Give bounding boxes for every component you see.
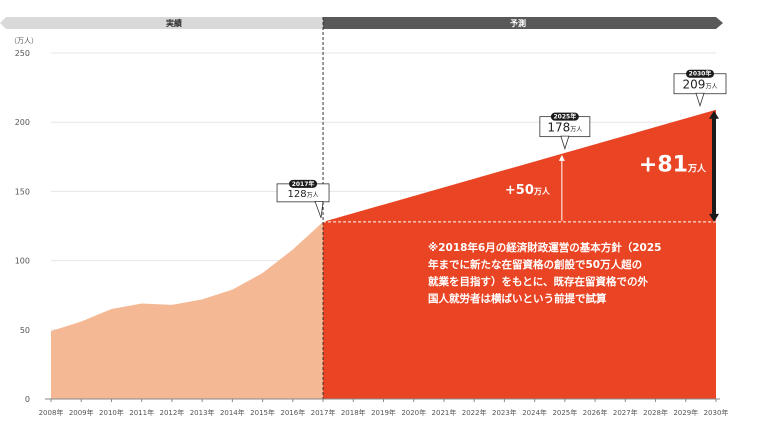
forecast-phase-label: 予測: [510, 18, 526, 28]
callout-2030: 2030年 209万人: [673, 69, 727, 108]
callout-2025-pointer: [560, 135, 570, 150]
callout-2017-value-text: 128万人: [287, 189, 318, 200]
x-tick-label: 2010年: [99, 408, 124, 417]
x-tick-label: 2008年: [39, 408, 64, 417]
callout-2017: 2017年 128万人: [276, 179, 330, 218]
x-tick-label: 2012年: [159, 408, 184, 417]
callout-2017-value: 128: [287, 189, 306, 200]
x-tick-label: 2016年: [280, 408, 305, 417]
x-tick-label: 2017年: [311, 408, 336, 417]
delta-2025-arrow: [558, 154, 565, 161]
actual-phase-label: 実績: [166, 18, 182, 28]
x-tick-label: 2024年: [522, 408, 547, 417]
y-tick-150: 150: [15, 187, 30, 196]
delta-2025-value: +50: [505, 183, 534, 198]
x-tick-label: 2022年: [462, 408, 487, 417]
callout-2025-badge: [550, 112, 579, 121]
delta-2025-label: +50万人: [505, 183, 551, 198]
delta-2030: +81万人: [639, 110, 719, 222]
x-tick-labels: 2008年 2009年 2010年 2011年 2012年 2013年 2014年 2015年…: [39, 399, 729, 417]
callout-2030-pointer: [695, 92, 705, 108]
delta-2030-arrow-top: [709, 110, 719, 119]
x-tick-label: 2018年: [341, 408, 366, 417]
actual-area: [51, 221, 324, 399]
callout-2025-year: 2025年: [554, 113, 577, 121]
y-unit-label: （万人）: [10, 37, 38, 45]
x-tick-label: 2011年: [129, 408, 154, 417]
y-tick-labels: 0 50 100 150 200 250: [15, 49, 30, 404]
delta-2030-unit: 万人: [687, 162, 707, 174]
callout-2017-badge: [289, 179, 318, 188]
callout-2025-value: 178: [547, 121, 570, 135]
y-tick-50: 50: [20, 326, 30, 335]
delta-2025-unit: 万人: [533, 186, 551, 196]
y-tick-250: 250: [15, 49, 30, 58]
x-tick-label: 2023年: [492, 408, 517, 417]
callout-2030-badge: [686, 69, 714, 78]
delta-2025: +50万人: [505, 154, 565, 221]
actual-phase-band: [0, 17, 323, 29]
x-tick-label: 2026年: [583, 408, 608, 417]
delta-2030-label: +81万人: [639, 152, 707, 177]
callout-2017-unit: 万人: [307, 192, 319, 199]
callout-2030-year: 2030年: [689, 70, 712, 78]
y-tick-0: 0: [25, 395, 30, 404]
x-tick-label: 2009年: [69, 408, 94, 417]
x-tick-label: 2027年: [613, 408, 638, 417]
y-tick-200: 200: [15, 118, 30, 127]
x-tick-label: 2025年: [552, 408, 577, 417]
x-tick-label: 2030年: [704, 408, 729, 417]
x-tick-label: 2028年: [643, 408, 668, 417]
x-tick-label: 2013年: [190, 408, 215, 417]
y-tick-100: 100: [15, 257, 30, 266]
x-tick-label: 2019年: [371, 408, 396, 417]
x-tick-label: 2020年: [401, 408, 426, 417]
callout-2017-pointer: [314, 200, 324, 218]
delta-2030-arrow-bottom: [709, 213, 719, 222]
forecast-phase-band: [323, 17, 723, 29]
callout-2030-value-text: 209万人: [683, 78, 718, 92]
callout-2030-unit: 万人: [705, 84, 717, 91]
forecast-note: ※2018年6月の経済財政運営の基本方針（2025 年までに新たな在留資格の創設…: [428, 242, 662, 305]
callout-2025-unit: 万人: [570, 127, 582, 134]
x-tick-label: 2014年: [220, 408, 245, 417]
callout-2025: 2025年 178万人: [539, 112, 591, 150]
forecast-area: [323, 109, 716, 399]
callout-2025-value-text: 178万人: [547, 121, 582, 135]
x-tick-label: 2029年: [673, 408, 698, 417]
x-tick-label: 2015年: [250, 408, 275, 417]
callout-2017-year: 2017年: [292, 180, 315, 188]
callout-2030-value: 209: [683, 78, 706, 92]
x-tick-label: 2021年: [432, 408, 457, 417]
delta-2030-value: +81: [639, 152, 688, 177]
